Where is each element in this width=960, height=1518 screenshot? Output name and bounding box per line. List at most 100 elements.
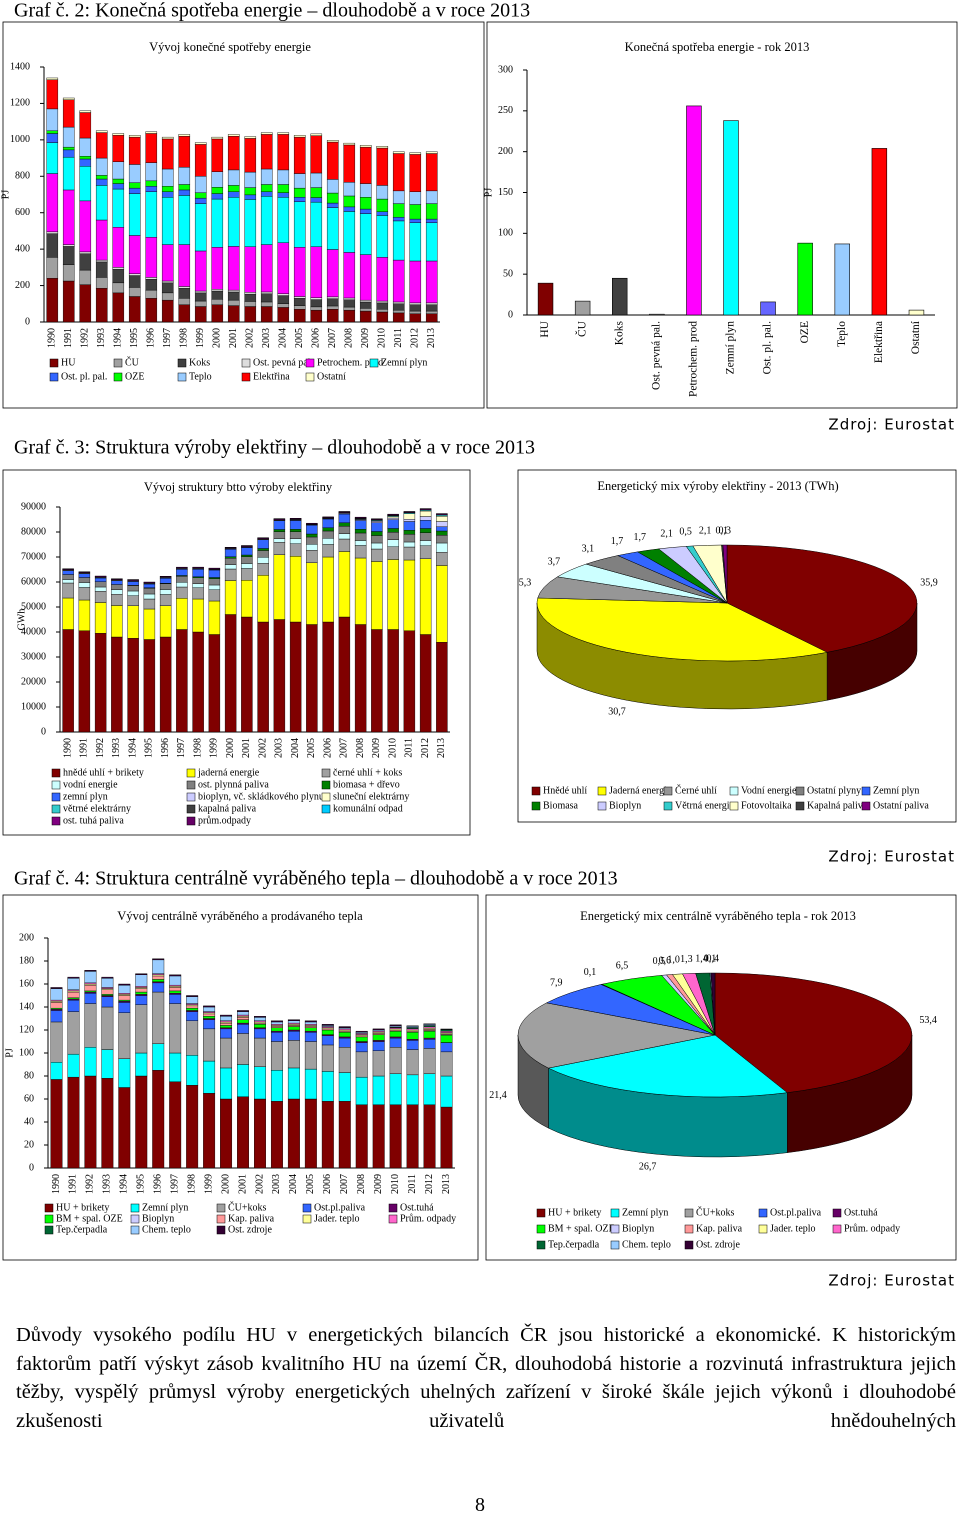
legend-swatch	[177, 372, 187, 382]
bar-segment	[135, 988, 148, 993]
bar-segment	[244, 292, 257, 295]
bar-segment	[95, 130, 108, 133]
bar-segment	[306, 525, 318, 535]
legend-swatch	[663, 801, 673, 811]
bar-segment	[62, 264, 75, 282]
bar-segment	[79, 269, 92, 285]
legend-label: Bioplyn	[609, 800, 641, 811]
bar-segment	[128, 273, 141, 276]
bar-segment	[436, 642, 448, 733]
bar-segment	[257, 575, 269, 623]
x-tick-label: Koks	[613, 320, 625, 345]
bar-segment	[95, 261, 108, 278]
bar-segment	[304, 1098, 317, 1169]
bar-segment	[260, 301, 273, 307]
legend-label: Kap. paliva	[696, 1223, 743, 1234]
y-tick-label: 140	[19, 1001, 34, 1012]
bar-segment	[194, 300, 207, 307]
bar-segment	[46, 77, 59, 80]
bar-segment	[227, 191, 240, 198]
x-tick-label: 2004	[288, 1174, 299, 1194]
bar-segment	[389, 1047, 402, 1074]
bar-segment	[254, 1098, 266, 1169]
bar-segment	[254, 1028, 266, 1039]
x-tick-label: 1995	[129, 328, 140, 348]
bar-segment	[372, 1028, 385, 1031]
bar-segment	[194, 197, 207, 204]
bar-segment	[289, 531, 302, 539]
chart-title: Energetický mix centrálně vyráběného tep…	[580, 909, 856, 923]
bar-segment	[372, 1050, 385, 1077]
bar-segment	[326, 192, 339, 204]
bar-segment	[392, 303, 405, 311]
x-tick-label: 1990	[47, 328, 58, 348]
bar-segment	[79, 137, 92, 157]
bar-segment	[289, 529, 302, 532]
bar-segment	[287, 1067, 300, 1100]
bar-segment	[84, 971, 97, 984]
bar-segment	[293, 247, 306, 297]
bar-segment	[186, 1005, 199, 1009]
bar-segment	[419, 510, 432, 517]
bar-segment	[79, 110, 92, 113]
chart-frame	[2, 894, 479, 1261]
y-tick-label: 180	[19, 955, 34, 966]
bar-segment	[78, 573, 91, 578]
bar-segment	[338, 526, 351, 534]
bar-segment	[95, 277, 108, 289]
y-axis-label: PJ	[4, 1048, 15, 1058]
bar-segment	[355, 1042, 368, 1053]
bar-segment	[423, 1023, 436, 1025]
bar-segment	[326, 309, 339, 323]
bar-segment	[143, 588, 156, 595]
bar-segment	[67, 991, 80, 998]
bar-segment	[227, 197, 240, 247]
bar-segment	[371, 548, 383, 562]
bar-segment	[436, 526, 448, 532]
bar-segment	[326, 179, 339, 194]
legend-label: Bioplyn	[622, 1223, 654, 1234]
value-label: 3,7	[548, 557, 561, 568]
heading: Graf č. 4: Struktura centrálně vyráběnéh…	[14, 868, 618, 890]
bar-segment	[237, 1033, 249, 1065]
bar-segment	[194, 203, 207, 252]
legend-swatch	[113, 358, 123, 368]
legend-swatch	[302, 1203, 312, 1213]
bar-segment	[389, 1030, 402, 1038]
legend-swatch	[44, 1225, 54, 1235]
bar-segment	[306, 544, 318, 551]
bar-segment	[409, 313, 422, 323]
bar-segment	[220, 1014, 233, 1017]
legend-label: sluneční elektrárny	[333, 791, 409, 802]
x-tick-label: 2004	[290, 738, 301, 758]
x-tick-label: 1994	[119, 1174, 130, 1194]
bar-segment	[387, 532, 399, 540]
bar-segment	[440, 1030, 453, 1033]
bar-segment	[326, 140, 339, 143]
x-tick-label: 1997	[176, 738, 187, 758]
bar-segment	[389, 1024, 402, 1027]
bar-segment	[152, 975, 165, 980]
legend-label: Chem. teplo	[622, 1239, 671, 1250]
bar-segment	[62, 246, 75, 265]
bar-segment	[227, 291, 240, 301]
bar-segment	[322, 538, 334, 545]
bar-segment	[169, 990, 182, 994]
bar-segment	[372, 1075, 385, 1105]
bar-segment	[169, 1003, 182, 1054]
x-tick-label: 1998	[192, 738, 203, 758]
bar-segment	[220, 1016, 233, 1022]
bar-segment	[143, 608, 156, 640]
bar-segment	[310, 135, 323, 174]
bar-segment	[95, 178, 108, 186]
legend-swatch	[388, 1203, 398, 1213]
y-axis-label: GWh	[16, 609, 27, 631]
y-tick-label: 600	[15, 207, 30, 218]
legend-swatch	[186, 780, 196, 790]
bar-segment	[161, 292, 174, 301]
x-tick-label: 2008	[355, 738, 366, 758]
bar-segment	[277, 169, 290, 185]
bar-segment	[425, 203, 438, 220]
bar-segment	[241, 616, 253, 733]
legend-label: Jader. teplo	[770, 1223, 816, 1234]
